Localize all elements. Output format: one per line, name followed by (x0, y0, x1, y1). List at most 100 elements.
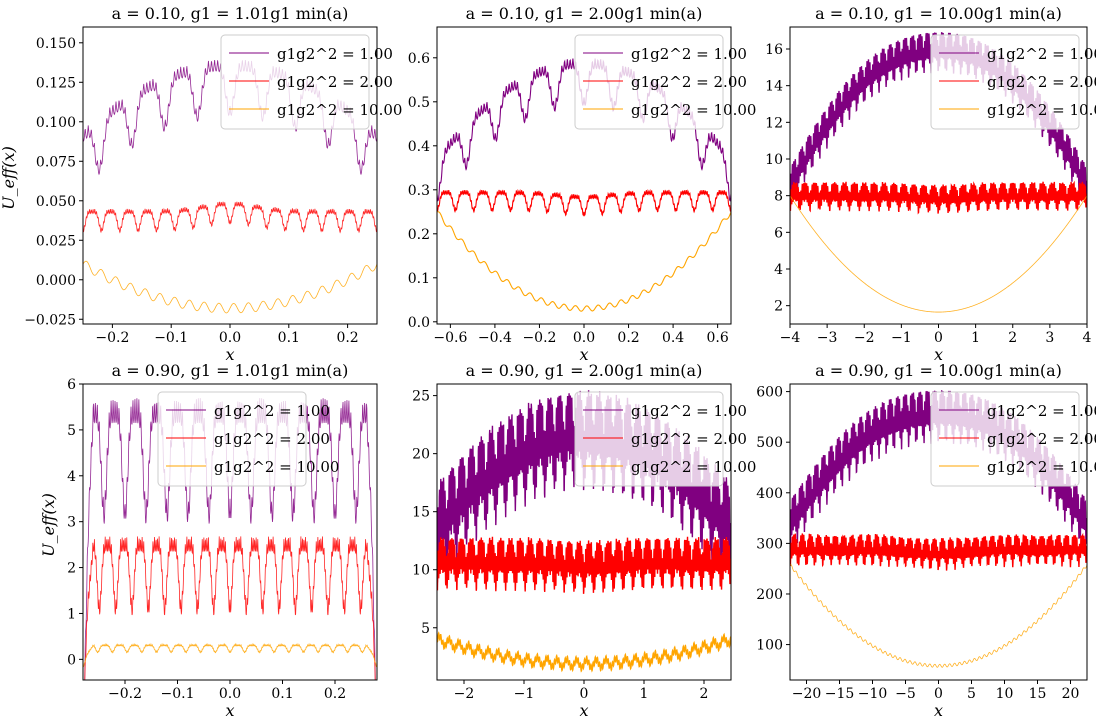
y-tick-label: 500 (756, 435, 783, 451)
chart-title: a = 0.90, g1 = 10.00g1 min(a) (815, 361, 1062, 380)
chart-title: a = 0.90, g1 = 1.01g1 min(a) (112, 361, 349, 380)
chart-title: a = 0.10, g1 = 10.00g1 min(a) (815, 4, 1062, 23)
y-tick-label: 300 (756, 536, 783, 552)
legend: g1g2^2 = 1.00 g1g2^2 = 2.00 g1g2^2 = 10.00 (930, 391, 1096, 487)
y-tick-label: 1 (67, 606, 76, 622)
y-tick-label: 0.5 (408, 95, 430, 111)
series-line-3 (83, 642, 377, 668)
x-tick-label: 0 (934, 330, 943, 346)
y-tick-label: 12 (765, 115, 783, 131)
y-tick-label: 14 (765, 79, 783, 95)
x-tick-label: 3 (1045, 330, 1054, 346)
legend-label: g1g2^2 = 2.00 (277, 73, 393, 91)
chart-panel-4: −0.2 −0.1 0.0 0.1 0.2 0 1 2 3 4 5 6 a = 0.90, g1 = 1… (67, 361, 378, 720)
x-tick-label: 4 (1083, 330, 1092, 346)
y-tick-label: 0.4 (408, 139, 430, 155)
y-tick-label: 400 (756, 486, 783, 502)
y-tick-label: 600 (756, 385, 783, 401)
chart-panel-6: −20 −15 −10 −5 0 5 10 15 20 100 200 300 400 500 600 a =… (756, 361, 1096, 720)
series-line-3 (83, 260, 377, 314)
y-tick-label: 4 (774, 262, 783, 278)
legend-box (574, 34, 724, 130)
legend-label: g1g2^2 = 10.00 (277, 101, 402, 119)
x-tick-label: 0.0 (219, 686, 241, 702)
x-tick-label: 0.2 (617, 330, 639, 346)
y-tick-label: 16 (765, 42, 783, 58)
y-tick-label: 0.100 (36, 115, 76, 131)
legend-label: g1g2^2 = 10.00 (987, 458, 1096, 476)
y-tick-label: 6 (774, 225, 783, 241)
x-tick-label: 0.4 (662, 330, 684, 346)
x-tick-label: 0 (580, 686, 589, 702)
legend-label: g1g2^2 = 10.00 (631, 458, 756, 476)
legend-label: g1g2^2 = 1.00 (987, 45, 1096, 63)
y-tick-label: 15 (412, 505, 430, 521)
x-tick-label: 2 (700, 686, 709, 702)
legend-label: g1g2^2 = 10.00 (214, 458, 339, 476)
x-tick-label: −0.2 (95, 330, 129, 346)
x-tick-label: −0.2 (522, 330, 556, 346)
x-tick-label: 5 (967, 686, 976, 702)
x-axis-label: x (579, 345, 588, 364)
chart-title: a = 0.90, g1 = 2.00g1 min(a) (466, 361, 703, 380)
x-tick-label: 0.0 (573, 330, 595, 346)
legend-label: g1g2^2 = 1.00 (631, 45, 747, 63)
x-tick-label: 15 (1029, 686, 1047, 702)
y-tick-label: 0.2 (408, 227, 430, 243)
x-tick-label: 0.2 (336, 330, 358, 346)
legend: g1g2^2 = 1.00 g1g2^2 = 2.00 g1g2^2 = 10.00 (574, 391, 756, 487)
x-tick-label: 0.2 (324, 686, 346, 702)
series-line-1 (84, 398, 376, 680)
x-tick-label: 20 (1062, 686, 1080, 702)
legend-label: g1g2^2 = 1.00 (987, 402, 1096, 420)
x-tick-label: −15 (825, 686, 855, 702)
y-tick-label: 4 (67, 469, 76, 485)
legend: g1g2^2 = 1.00 g1g2^2 = 2.00 g1g2^2 = 10.00 (220, 34, 402, 130)
legend-label: g1g2^2 = 1.00 (631, 402, 747, 420)
legend-label: g1g2^2 = 2.00 (987, 430, 1096, 448)
x-tick-label: −0.1 (161, 686, 195, 702)
x-tick-label: −2 (454, 686, 475, 702)
legend-box (574, 391, 724, 487)
y-tick-label: 0.0 (408, 315, 430, 331)
y-tick-label: 20 (412, 447, 430, 463)
x-tick-label: 0.6 (707, 330, 729, 346)
y-tick-label: 0.050 (36, 194, 76, 210)
x-tick-label: 1 (971, 330, 980, 346)
y-tick-label: 0 (67, 652, 76, 668)
y-tick-label: 0.3 (408, 183, 430, 199)
x-tick-label: 0.1 (278, 330, 300, 346)
legend-box (930, 391, 1080, 487)
x-axis-label: x (934, 701, 943, 720)
x-tick-label: −0.4 (478, 330, 512, 346)
series-line-2 (790, 532, 1087, 571)
x-tick-label: 0 (934, 686, 943, 702)
series-line-2 (83, 201, 377, 234)
y-tick-label: 5 (421, 621, 430, 637)
y-tick-label: 0.125 (36, 75, 76, 91)
chart-title: a = 0.10, g1 = 2.00g1 min(a) (466, 4, 703, 23)
legend: g1g2^2 = 1.00 g1g2^2 = 2.00 g1g2^2 = 10.00 (574, 34, 756, 130)
x-tick-label: −1 (514, 686, 535, 702)
chart-title: a = 0.10, g1 = 1.01g1 min(a) (112, 4, 349, 23)
y-tick-label: 0.6 (408, 51, 430, 67)
legend-label: g1g2^2 = 1.00 (214, 402, 330, 420)
ylabel-top: U_eff(x) (0, 146, 18, 210)
y-tick-label: 200 (756, 587, 783, 603)
x-tick-label: −20 (792, 686, 822, 702)
x-axis-label: x (225, 345, 234, 364)
y-tick-label: 10 (412, 563, 430, 579)
legend-box (157, 391, 307, 487)
chart-panel-1: −0.2 −0.1 0.0 0.1 0.2 −0.025 0.000 0.025 0.050 0.… (24, 4, 402, 364)
legend-label: g1g2^2 = 2.00 (987, 73, 1096, 91)
x-tick-label: −10 (858, 686, 888, 702)
legend: g1g2^2 = 1.00 g1g2^2 = 2.00 g1g2^2 = 10.00 (930, 34, 1096, 130)
legend-label: g1g2^2 = 2.00 (214, 430, 330, 448)
series-line-3 (437, 631, 731, 673)
x-tick-label: 10 (996, 686, 1014, 702)
series-line-3 (790, 195, 1087, 313)
y-tick-label: 0.1 (408, 271, 430, 287)
x-tick-label: 2 (1008, 330, 1017, 346)
